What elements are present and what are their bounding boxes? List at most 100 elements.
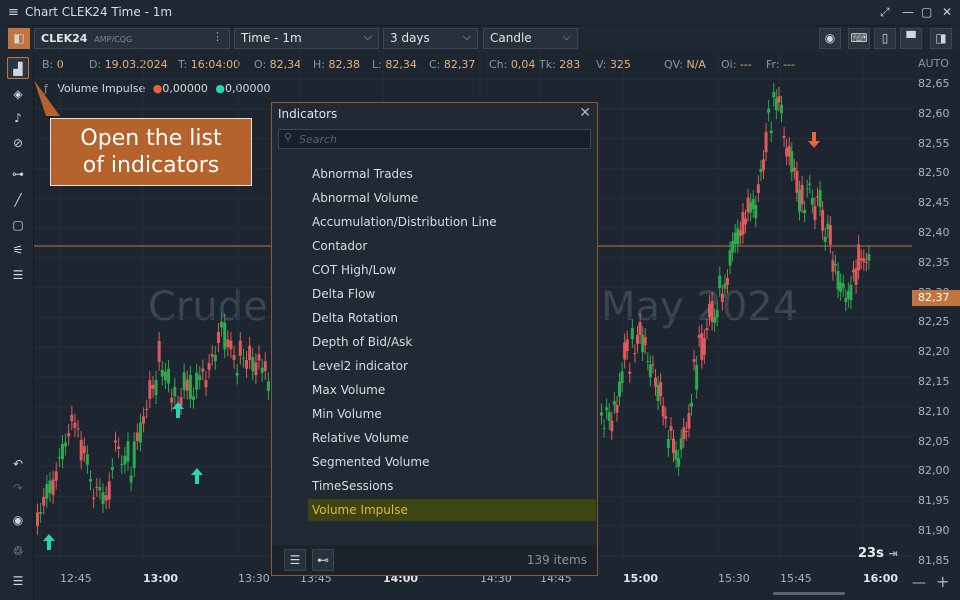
- price-axis[interactable]: AUTO 82,65 82,60 82,55 82,50 82,45 82,40 82,35…: [912, 52, 960, 600]
- candle-body: [823, 236, 827, 243]
- panel-toggle-icon[interactable]: ◧: [8, 28, 30, 49]
- candle-body: [117, 446, 121, 449]
- candle-body: [677, 458, 681, 467]
- candle-body: [54, 471, 58, 481]
- trend-line-icon[interactable]: ╱: [14, 193, 22, 207]
- price-axis-label: 82,25: [918, 315, 950, 329]
- info-label: T:: [178, 58, 188, 71]
- axis-mode[interactable]: AUTO: [918, 57, 949, 70]
- search-input[interactable]: Search: [278, 129, 591, 149]
- horizontal-line-icon[interactable]: ⊶: [12, 167, 24, 181]
- toolbar: ◧ CLEK24 AMP/CQG ⋮ Time - 1m ⌵ 3 days ⌵ Ca…: [0, 26, 960, 52]
- indicator-item[interactable]: TimeSessions: [312, 479, 394, 493]
- scroll-end-icon[interactable]: ⇥: [888, 547, 898, 560]
- exchange-name: AMP/CQG: [94, 35, 133, 44]
- ruler-icon[interactable]: ⊘: [12, 136, 24, 150]
- mouse-icon[interactable]: ▯: [874, 28, 896, 49]
- info-value: 82,34: [385, 58, 417, 71]
- redo-icon[interactable]: ↷: [12, 481, 24, 495]
- indicator-item[interactable]: Min Volume: [312, 407, 382, 421]
- indicator-name: Volume Impulse: [57, 82, 146, 95]
- indicator-item[interactable]: Delta Flow: [312, 287, 376, 301]
- time-axis-label: 16:00: [863, 572, 899, 585]
- timer-value: 23s: [858, 546, 884, 561]
- candle-body: [39, 512, 43, 514]
- indicator-item[interactable]: COT High/Low: [312, 263, 397, 277]
- indicator-item[interactable]: Volume Impulse: [308, 499, 596, 521]
- info-label: V:: [596, 58, 607, 71]
- candle-body: [826, 223, 830, 230]
- candle-body: [633, 352, 637, 354]
- candle-body: [607, 412, 611, 421]
- menu-icon[interactable]: ≡: [8, 5, 19, 20]
- indicator-item[interactable]: Level2 indicator: [312, 359, 408, 373]
- candle-body: [728, 250, 732, 266]
- info-value: 0,04: [510, 58, 536, 71]
- candle-body: [780, 104, 783, 114]
- price-axis-label: 81,90: [918, 524, 950, 537]
- trash-icon[interactable]: ♲: [12, 544, 24, 558]
- horizontal-scrollbar[interactable]: [773, 592, 845, 595]
- indicator-item[interactable]: Abnormal Trades: [312, 167, 413, 181]
- time-axis-label: 15:00: [623, 572, 659, 585]
- title-bar: ≡ Chart CLEK24 Time - 1m ⤢ — ▢ ✕: [0, 0, 960, 26]
- tree-view-icon[interactable]: ⊷: [312, 549, 334, 571]
- candle-body: [185, 379, 189, 391]
- indicator-item[interactable]: Contador: [312, 239, 368, 253]
- close-icon[interactable]: ✕: [942, 5, 953, 19]
- timeframe-value: Time - 1m: [241, 31, 302, 45]
- candle-body: [636, 334, 639, 344]
- fullscreen-icon[interactable]: ⤢: [880, 5, 890, 19]
- candle-body: [852, 269, 855, 273]
- indicator-item[interactable]: Max Volume: [312, 383, 386, 397]
- minimize-icon[interactable]: —: [902, 5, 914, 19]
- timeframe-select[interactable]: Time - 1m ⌵: [234, 28, 379, 49]
- indicators-icon[interactable]: ▟: [7, 57, 29, 79]
- chart-type-select[interactable]: Candle ⌵: [483, 28, 578, 49]
- zoom-in-icon[interactable]: +: [936, 572, 950, 591]
- rectangle-icon[interactable]: ▢: [12, 218, 24, 232]
- candle-body: [700, 333, 704, 360]
- dot-icon: ●: [215, 82, 225, 95]
- visibility-eye-icon[interactable]: ◉: [12, 513, 24, 527]
- indicator-settings-icon[interactable]: ƒ: [44, 82, 48, 95]
- period-select[interactable]: 3 days ⌵: [383, 28, 478, 49]
- list-icon[interactable]: ☰: [12, 574, 24, 588]
- indicator-item[interactable]: Accumulation/Distribution Line: [312, 215, 497, 229]
- candle-body: [245, 360, 249, 369]
- symbol-selector[interactable]: CLEK24 AMP/CQG ⋮: [34, 28, 230, 49]
- layers-icon[interactable]: ◈: [13, 87, 23, 101]
- speed-icon[interactable]: ◉: [819, 28, 841, 49]
- candle-body: [810, 198, 814, 205]
- arrow-down-icon: [808, 132, 820, 148]
- callout-line: Open the list: [80, 126, 222, 151]
- candle-body: [89, 478, 93, 482]
- alert-bell-icon[interactable]: ♪: [14, 111, 22, 125]
- undo-icon[interactable]: ↶: [12, 457, 24, 471]
- indicator-item[interactable]: Depth of Bid/Ask: [312, 335, 413, 349]
- list-view-icon[interactable]: ☰: [284, 549, 306, 571]
- time-axis-label: 15:30: [718, 572, 750, 585]
- candle-body: [238, 340, 242, 356]
- more-icon[interactable]: ⋮: [212, 30, 223, 43]
- indicator-item[interactable]: Relative Volume: [312, 431, 409, 445]
- candle-body: [715, 310, 719, 318]
- indicator-item[interactable]: Abnormal Volume: [312, 191, 419, 205]
- indicator-item[interactable]: Segmented Volume: [312, 455, 430, 469]
- indicator-item[interactable]: Delta Rotation: [312, 311, 399, 325]
- keyboard-icon[interactable]: ⌨: [848, 28, 870, 49]
- candle-body: [808, 183, 812, 185]
- template-icon[interactable]: ▀: [900, 28, 922, 49]
- candle-body: [120, 464, 124, 466]
- dot-icon: ●: [152, 82, 163, 95]
- close-icon[interactable]: ✕: [579, 105, 591, 121]
- candle-body: [235, 372, 239, 376]
- candle-body: [777, 95, 781, 103]
- info-label: C:: [429, 58, 441, 71]
- maximize-icon[interactable]: ▢: [921, 5, 933, 19]
- fibonacci-icon[interactable]: ⚟: [12, 243, 24, 257]
- text-note-icon[interactable]: ☰: [12, 268, 24, 282]
- layout-icon[interactable]: ◨: [930, 28, 952, 49]
- zoom-out-icon[interactable]: —: [912, 575, 926, 591]
- indicator-legend[interactable]: ƒ Volume Impulse ●0,00000 ●0,00000: [44, 82, 270, 95]
